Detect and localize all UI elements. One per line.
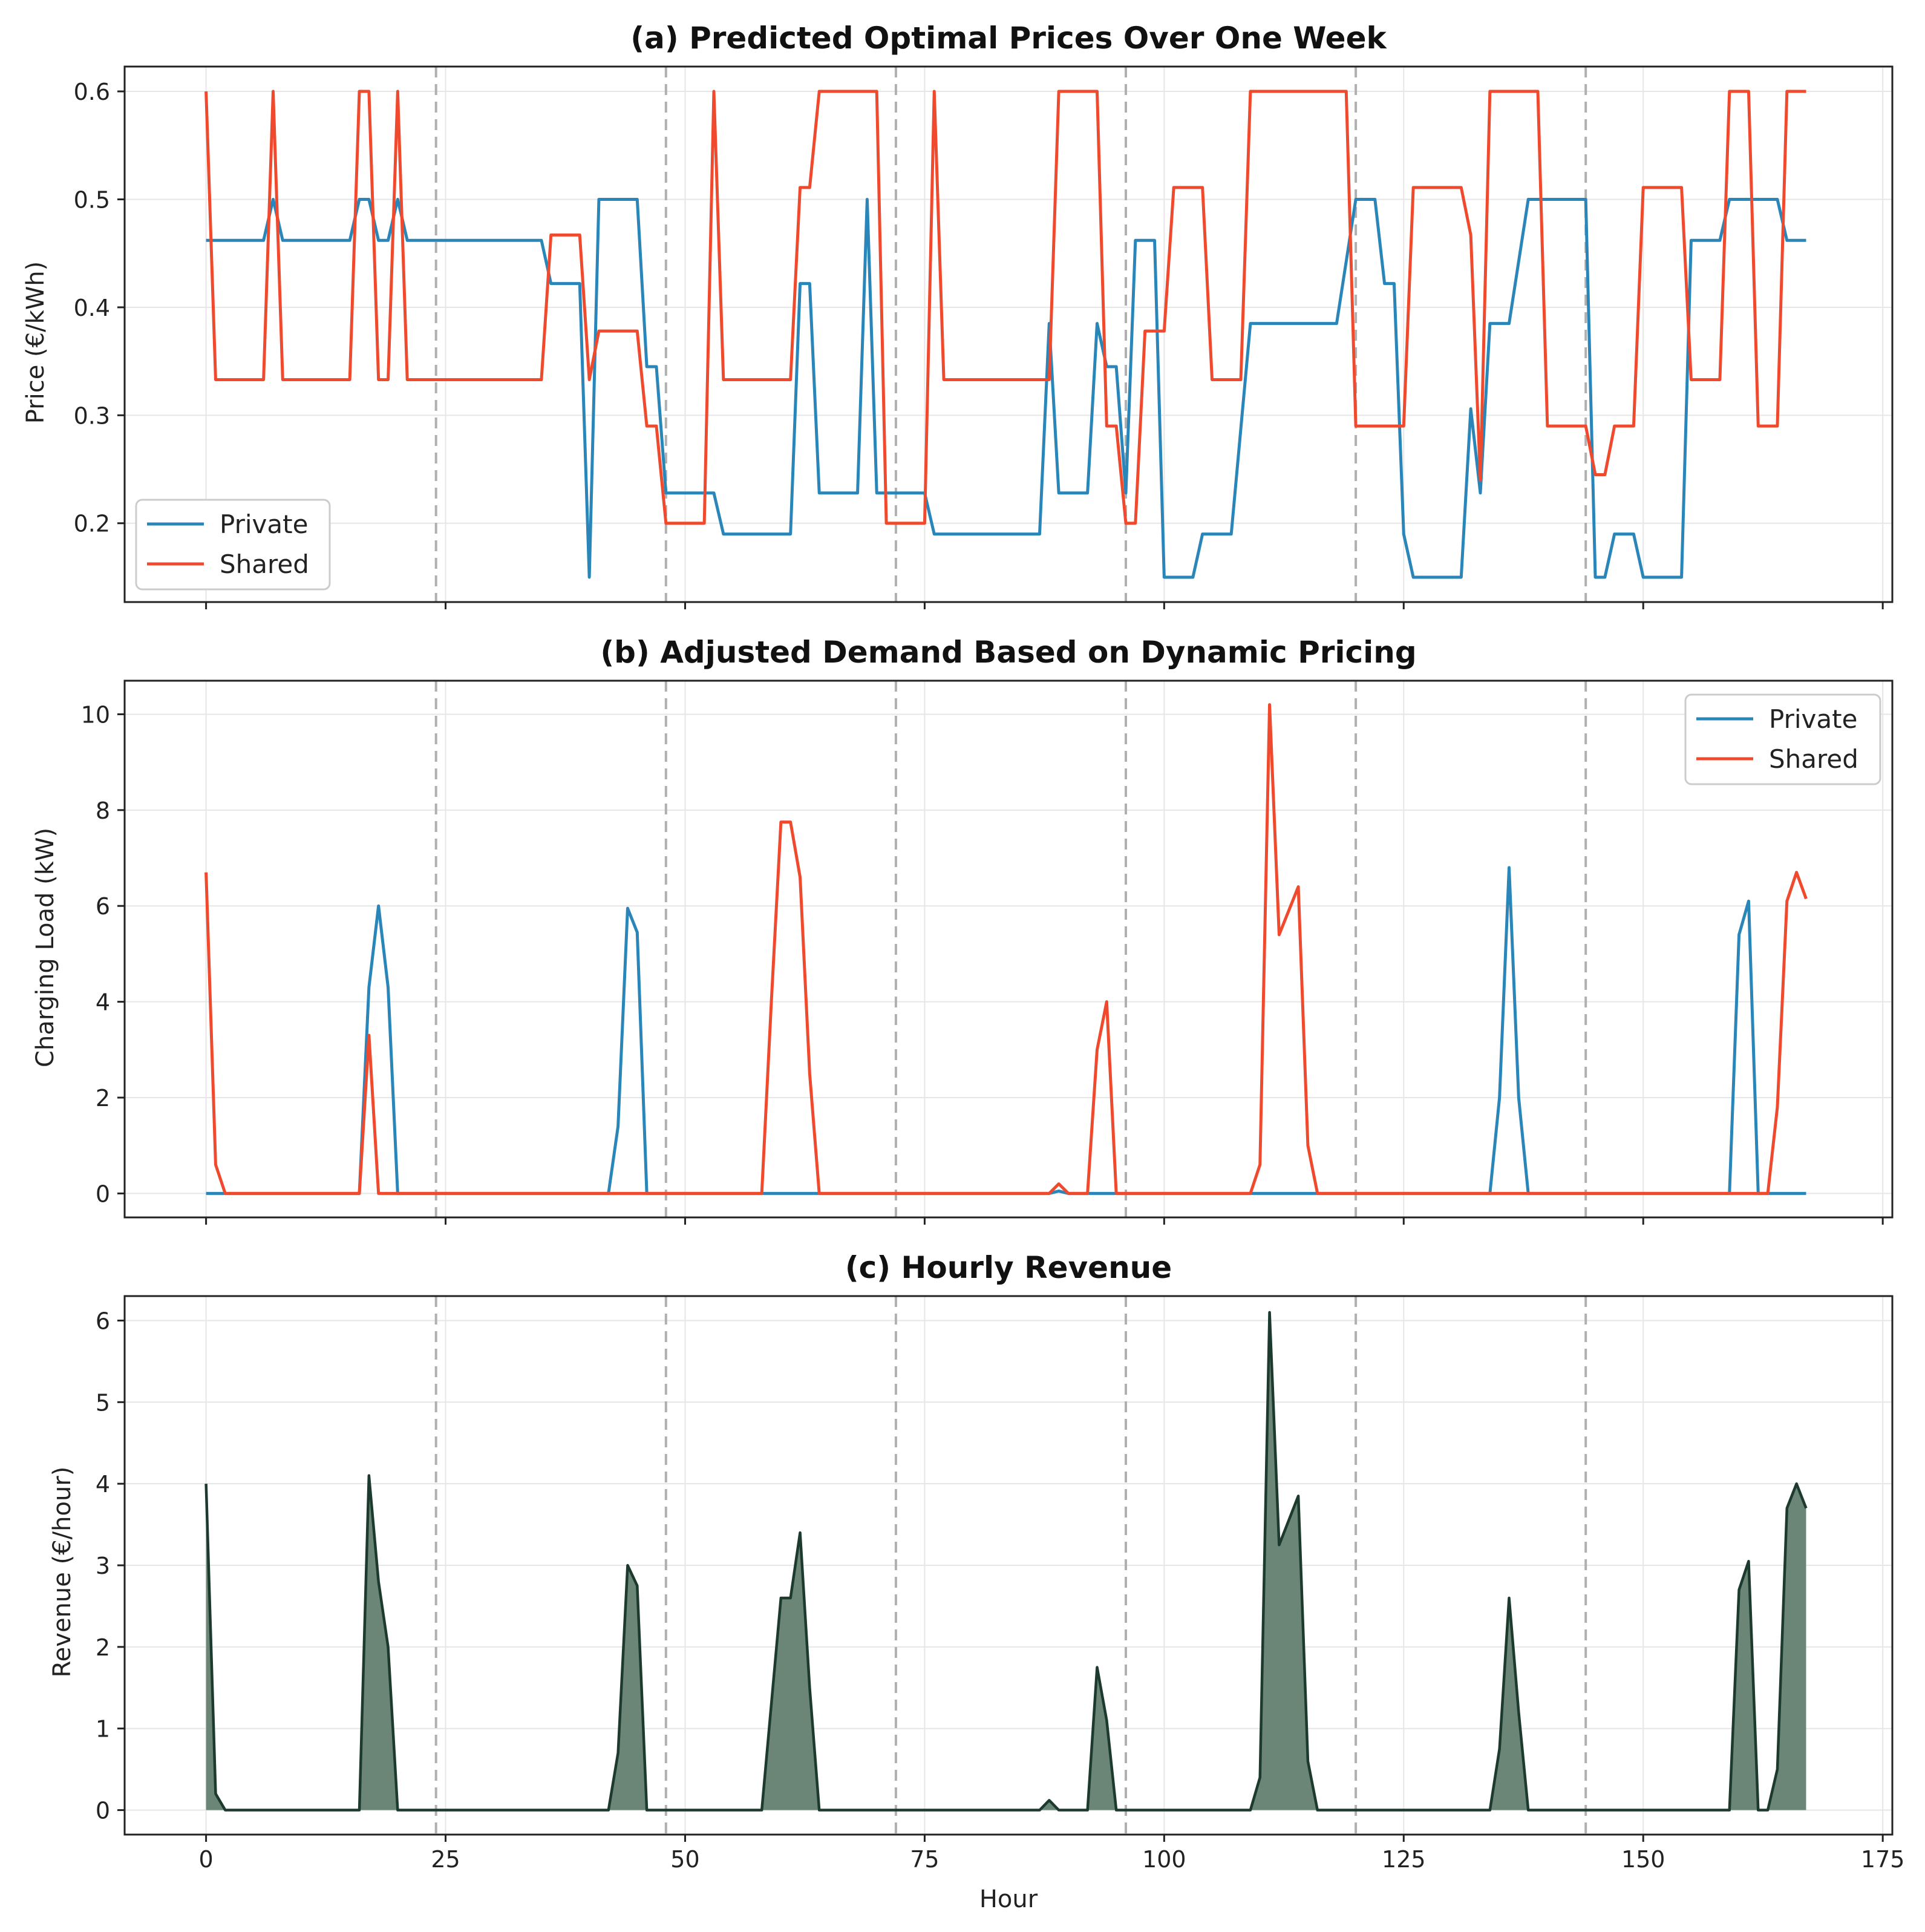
panel-b-ytick-label: 8: [96, 797, 110, 824]
panel-c-plot-area: 0 25 50 75 100 125 150 175 0 1 2 3 4 5 6: [96, 1295, 1905, 1873]
panel-a-ytick-label: 0.3: [74, 402, 110, 429]
panel-a-legend: Private Shared: [135, 499, 331, 591]
panel-c-xtick-label: 150: [1621, 1846, 1665, 1873]
panel-b-ytick-label: 6: [96, 893, 110, 920]
panel-c-xtick-label: 175: [1861, 1846, 1905, 1873]
panel-a-ytick-label: 0.2: [74, 511, 110, 537]
panel-b-legend-box: [1684, 693, 1881, 785]
panel-c-ytick-label: 1: [96, 1716, 110, 1743]
panel-c-revenue-area: [206, 1312, 1806, 1810]
panel-b-ytick-label: 0: [96, 1180, 110, 1207]
panel-a-prices: (a) Predicted Optimal Prices Over One We…: [22, 21, 1894, 609]
panel-c-revenue-line: [204, 1311, 1808, 1812]
panel-b-plot-background: [125, 681, 1892, 1217]
panel-c-ytick-label: 3: [96, 1553, 110, 1579]
panel-c-title: (c) Hourly Revenue: [845, 1250, 1172, 1285]
panel-a-ytick-label: 0.6: [74, 79, 110, 105]
panel-c-xtick-label: 25: [431, 1846, 460, 1873]
panel-a-plot-background: [125, 67, 1892, 602]
panel-b-legend-private-label: Private: [1769, 704, 1857, 734]
panel-c-xtick-label: 50: [670, 1846, 699, 1873]
panel-c-ytick-label: 0: [96, 1798, 110, 1824]
panel-c-xtick-label: 125: [1382, 1846, 1426, 1873]
panel-b-demand: (b) Adjusted Demand Based on Dynamic Pri…: [31, 635, 1894, 1225]
panel-b-series-private-line: [206, 866, 1806, 1195]
panel-a-plot-area: 0.2 0.3 0.4 0.5 0.6 Private Shared: [74, 65, 1894, 609]
panel-a-ylabel: Price (€/kWh): [22, 261, 50, 424]
panel-c-ytick-label: 4: [96, 1471, 110, 1498]
panel-b-ytick-label: 10: [81, 701, 110, 728]
panel-a-axes-frame: [123, 65, 1894, 603]
panel-c-ytick-label: 5: [96, 1389, 110, 1416]
panel-b-ytick-label: 2: [96, 1085, 110, 1112]
panel-b-ytick-label: 4: [96, 989, 110, 1016]
panel-c-ytick-label: 2: [96, 1634, 110, 1661]
panel-b-title: (b) Adjusted Demand Based on Dynamic Pri…: [600, 635, 1416, 670]
panel-a-series-shared-line: [204, 90, 1806, 525]
panel-a-title: (a) Predicted Optimal Prices Over One We…: [630, 21, 1387, 56]
panel-b-plot-area: 0 2 4 6 8 10 Private Shared: [81, 679, 1894, 1225]
panel-b-axes-frame: [123, 679, 1894, 1219]
panel-a-ytick-label: 0.4: [74, 295, 110, 321]
panel-a-legend-private-label: Private: [220, 509, 308, 539]
panel-c-revenue: (c) Hourly Revenue Revenue (€/hour) Hour…: [48, 1250, 1904, 1913]
panel-c-ylabel: Revenue (€/hour): [48, 1467, 76, 1678]
panel-a-legend-shared-label: Shared: [220, 549, 309, 579]
panel-c-xtick-label: 75: [910, 1846, 939, 1873]
panel-a-legend-box: [135, 499, 331, 591]
panel-a-ytick-label: 0.5: [74, 186, 110, 213]
panel-c-xtick-label: 100: [1142, 1846, 1186, 1873]
panel-c-xtick-label: 0: [199, 1846, 214, 1873]
panel-b-legend: Private Shared: [1684, 693, 1881, 785]
panel-b-series-shared-line: [204, 703, 1808, 1195]
panel-c-ytick-label: 6: [96, 1308, 110, 1334]
panel-b-ylabel: Charging Load (kW): [31, 828, 59, 1067]
panel-b-legend-shared-label: Shared: [1769, 744, 1858, 774]
panel-c-xlabel: Hour: [979, 1885, 1038, 1913]
